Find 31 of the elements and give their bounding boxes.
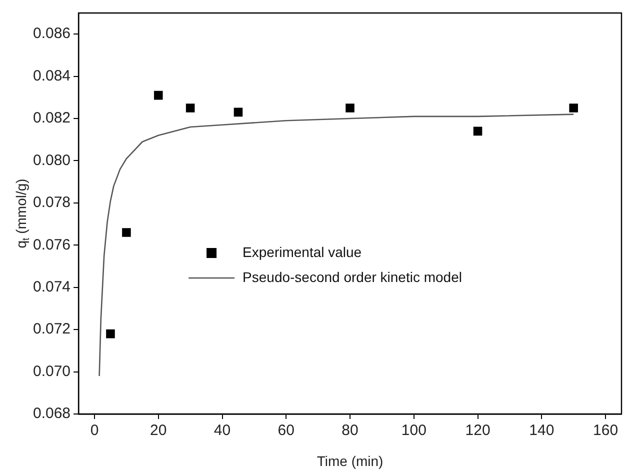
- point: [569, 104, 578, 112]
- point: [473, 126, 482, 136]
- y-tick-label: 0.074: [32, 278, 71, 296]
- point: [122, 228, 131, 237]
- y-tick-label: 0.072: [32, 320, 71, 338]
- x-tick-label: 160: [593, 422, 618, 440]
- y-axis-title: qt (mmol/g): [12, 178, 32, 248]
- y-tick-label: 0.076: [32, 236, 71, 254]
- legend-label: Pseudo-second order kinetic model: [242, 268, 462, 285]
- point: [346, 104, 354, 112]
- x-tick-label: 100: [401, 422, 426, 440]
- x-axis-title: Time (min): [316, 452, 384, 469]
- point: [234, 108, 243, 117]
- y-tick-label: 0.078: [32, 194, 71, 212]
- point: [106, 329, 115, 338]
- x-tick-label: 40: [214, 422, 231, 440]
- y-tick-label: 0.082: [32, 110, 71, 127]
- x-tick-label: 0: [90, 422, 99, 440]
- point: [154, 90, 163, 100]
- y-tick-label: 0.086: [32, 25, 71, 42]
- x-tick-label: 140: [529, 422, 554, 440]
- x-tick-label: 80: [342, 422, 358, 440]
- x-tick-label: 120: [465, 422, 490, 440]
- x-tick-label: 20: [150, 422, 167, 440]
- legend-label: Experimental value: [242, 244, 362, 260]
- y-tick-label: 0.070: [32, 362, 71, 380]
- x-tick-label: 60: [278, 422, 294, 440]
- y-tick-label: 0.068: [32, 405, 71, 422]
- y-tick-label: 0.084: [32, 67, 71, 84]
- point: [186, 104, 195, 112]
- y-tick-label: 0.080: [32, 152, 71, 169]
